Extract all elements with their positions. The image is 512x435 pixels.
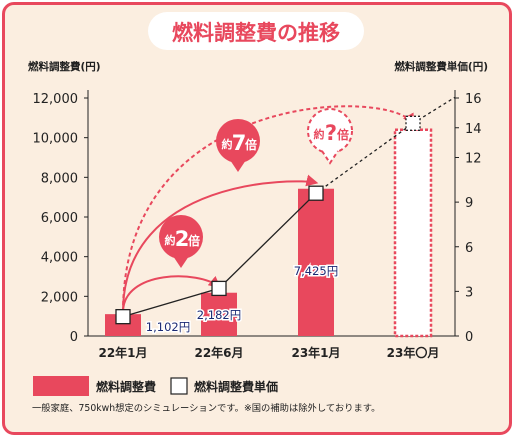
legend-label-bar: 燃料調整費 [96,379,156,394]
legend-label-marker: 燃料調整費単価 [194,379,278,394]
growth-badge-suffix: 倍 [188,233,200,248]
y2-tick-label: 14 [465,122,482,137]
title-pill [148,12,364,50]
growth-badge-pointer [230,160,246,172]
growth-badge-suffix: 倍 [337,127,349,142]
bar [201,292,237,336]
x-tick-label: 23年〇月 [387,345,440,360]
legend-swatch-marker [170,377,188,395]
legend-swatch-bar [33,376,89,396]
y2-tick-label: 9 [465,196,473,211]
growth-badge [307,108,353,154]
y2-tick-label: 0 [465,330,473,345]
x-tick-label: 22年1月 [98,345,147,360]
unit-price-marker [308,185,324,201]
growth-badge-suffix: 倍 [245,137,257,152]
y-tick-label: 2,000 [41,290,78,305]
growth-arc [122,275,221,313]
growth-badge-prefix: 約 [314,127,325,141]
bar-estimated [393,128,433,338]
y2-tick-label: 3 [465,285,473,300]
bar-value-label: 1,102円 [146,320,190,334]
y2-tick-label: 16 [465,92,482,107]
growth-badge [159,215,203,259]
y-tick-label: 12,000 [33,92,79,107]
unit-price-line-segment [218,192,317,289]
growth-badge-value: 2 [175,227,190,251]
growth-arc [122,105,415,313]
growth-badge-prefix: 約 [222,137,233,151]
growth-badge [216,119,260,163]
y-tick-label: 0 [70,330,78,345]
unit-price-line-segment [315,122,414,194]
unit-price-marker-estimated [405,115,421,131]
growth-badge-pointer [321,150,339,165]
x-tick-label: 23年1月 [291,345,340,360]
bar-value-label: 2,182円 [197,308,241,322]
x-tick-label: 22年6月 [194,345,243,360]
growth-badge-prefix: 約 [165,233,176,247]
y2-tick-label: 6 [465,241,473,256]
bar-value-label: 7,425円 [294,264,338,278]
y-tick-label: 8,000 [41,171,78,186]
y-tick-label: 4,000 [41,251,78,266]
unit-price-line-segment [122,287,220,318]
y2-axis-title: 燃料調整費単価(円) [394,60,488,73]
y-tick-label: 10,000 [33,132,79,147]
bar [105,314,141,336]
y-tick-label: 6,000 [41,211,78,226]
y-axis-title: 燃料調整費(円) [28,60,101,73]
bar [298,188,334,336]
growth-badge-value: ? [325,121,337,145]
unit-price-marker [115,309,131,325]
unit-price-marker [211,280,227,297]
y2-tick-label: 12 [465,152,482,167]
growth-arc [122,174,319,313]
footnote: 一般家庭、750kwh想定のシミュレーションです。※国の補助は除外しております。 [32,402,380,414]
growth-badge-value: 7 [232,131,247,155]
chart-title: 燃料調整費の推移 [172,21,340,45]
growth-badge-pointer [173,256,189,268]
